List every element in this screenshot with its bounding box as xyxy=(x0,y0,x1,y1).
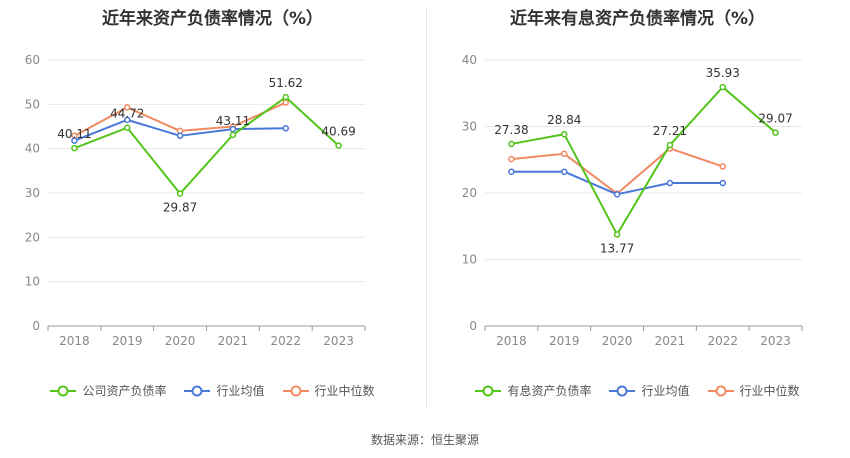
line-chart-interest-debt-ratio: 0 10 20 30 40 2018 2019 2020 2021 2022 2023 27.38 28… xyxy=(462,53,803,348)
x-tick-label: 2018 xyxy=(496,334,527,348)
legend-item[interactable]: 有息资产负债率 xyxy=(475,382,591,399)
y-tick-label: 0 xyxy=(32,319,40,333)
chart-title: 近年来有息资产负债率情况（%） xyxy=(509,9,766,29)
data-point xyxy=(613,191,621,198)
line-chart-debt-ratio: 0 10 20 30 40 50 60 2018 2019 2020 2021 2022 2023 40.… xyxy=(25,53,366,348)
x-tick-label: 2018 xyxy=(59,334,90,348)
data-label: 40.69 xyxy=(321,125,355,139)
data-point xyxy=(124,116,131,124)
x-tick-label: 2019 xyxy=(112,334,143,348)
y-tick-label: 30 xyxy=(25,186,40,200)
x-tick-label: 2020 xyxy=(165,334,196,348)
legend-item[interactable]: 行业中位数 xyxy=(282,382,375,399)
y-tick-label: 10 xyxy=(25,275,40,289)
data-label: 27.38 xyxy=(494,123,528,137)
data-point xyxy=(666,141,674,149)
data-point xyxy=(335,142,342,149)
data-source-name: 恒生聚源 xyxy=(431,433,480,447)
legend-item[interactable]: 行业中位数 xyxy=(707,382,800,399)
x-tick-label: 2021 xyxy=(655,334,686,348)
data-label: 29.87 xyxy=(163,201,197,215)
data-point xyxy=(71,137,78,144)
data-label: 13.77 xyxy=(600,241,634,255)
chart-legend: 公司资产负债率 行业均值 行业中位数 xyxy=(0,382,425,399)
data-point xyxy=(561,168,568,175)
y-tick-label: 30 xyxy=(462,120,477,134)
data-point xyxy=(666,179,674,187)
data-label: 43.11 xyxy=(216,114,250,128)
legend-item[interactable]: 行业均值 xyxy=(609,382,690,399)
data-point xyxy=(719,83,726,91)
data-label: 35.93 xyxy=(706,66,740,80)
chart-title: 近年来资产负债率情况（%） xyxy=(101,9,324,29)
data-point xyxy=(561,150,568,158)
data-label: 44.72 xyxy=(110,107,144,121)
y-tick-label: 10 xyxy=(462,253,477,267)
legend-swatch-icon xyxy=(707,385,734,396)
data-label: 51.62 xyxy=(269,76,303,90)
data-point xyxy=(719,179,726,187)
data-point xyxy=(282,125,289,132)
legend-item[interactable]: 行业均值 xyxy=(184,382,265,399)
y-tick-label: 40 xyxy=(462,53,477,67)
data-point xyxy=(613,231,621,238)
legend-label: 行业均值 xyxy=(641,384,690,398)
data-point xyxy=(508,140,515,148)
legend-label: 有息资产负债率 xyxy=(507,384,592,398)
chart-panel-interest-debt-ratio: 近年来有息资产负债率情况（%） 0 10 20 30 40 2018 2019 2020 202… xyxy=(425,0,850,420)
data-label: 28.84 xyxy=(547,113,581,127)
y-tick-label: 50 xyxy=(25,97,40,111)
chart-legend: 有息资产负债率 行业均值 行业中位数 xyxy=(425,382,850,399)
data-label: 40.11 xyxy=(57,127,91,141)
y-tick-label: 20 xyxy=(462,186,477,200)
data-point xyxy=(282,99,289,106)
x-tick-label: 2022 xyxy=(707,334,738,348)
data-source-note: 数据来源：恒生聚源 xyxy=(0,431,850,448)
data-point xyxy=(508,168,515,175)
legend-swatch-icon xyxy=(609,385,636,396)
panel-divider xyxy=(426,8,427,408)
x-tick-label: 2019 xyxy=(549,334,580,348)
data-point xyxy=(71,144,78,152)
data-point xyxy=(561,130,568,138)
series-line xyxy=(511,86,777,236)
data-point xyxy=(176,132,184,140)
series-line xyxy=(74,96,340,195)
y-tick-label: 20 xyxy=(25,230,40,244)
data-point xyxy=(124,124,131,131)
x-tick-label: 2022 xyxy=(270,334,301,348)
data-label: 29.07 xyxy=(758,112,792,126)
data-point xyxy=(176,190,184,197)
data-point xyxy=(229,131,237,139)
legend-swatch-icon xyxy=(50,385,77,396)
legend-swatch-icon xyxy=(184,385,211,396)
x-tick-label: 2021 xyxy=(218,334,249,348)
legend-label: 行业中位数 xyxy=(314,384,375,398)
y-tick-label: 60 xyxy=(25,53,40,67)
data-point xyxy=(719,163,726,170)
data-source-label: 数据来源： xyxy=(370,433,431,447)
x-tick-label: 2023 xyxy=(323,334,354,348)
y-tick-label: 40 xyxy=(25,142,40,156)
data-label: 27.21 xyxy=(653,124,687,138)
legend-swatch-icon xyxy=(475,385,502,396)
legend-label: 公司资产负债率 xyxy=(82,384,167,398)
data-point xyxy=(124,104,131,111)
x-tick-label: 2023 xyxy=(760,334,791,348)
chart-panel-debt-ratio: 近年来资产负债率情况（%） 0 10 20 30 40 50 60 2018 2019 2020 2… xyxy=(0,0,425,420)
legend-swatch-icon xyxy=(282,385,309,396)
data-point xyxy=(772,129,779,136)
x-tick-label: 2020 xyxy=(602,334,633,348)
legend-label: 行业中位数 xyxy=(739,384,800,398)
legend-label: 行业均值 xyxy=(216,384,265,398)
legend-item[interactable]: 公司资产负债率 xyxy=(50,382,166,399)
data-point xyxy=(508,155,515,163)
data-point xyxy=(282,93,289,101)
y-tick-label: 0 xyxy=(469,319,477,333)
